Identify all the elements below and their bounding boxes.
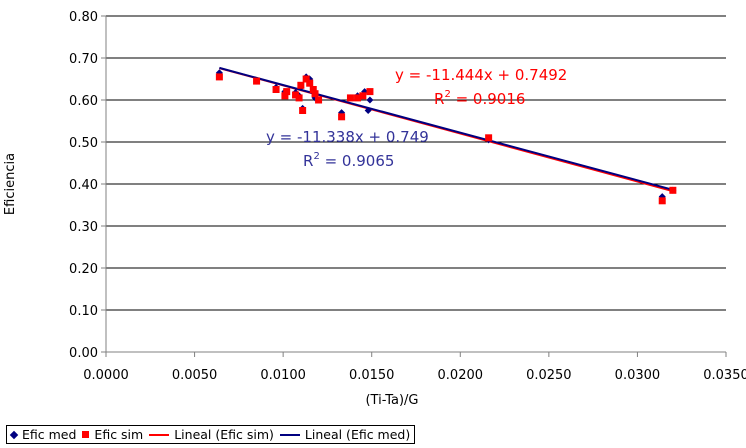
legend-item-lineal-med: Lineal (Efic med) <box>279 427 411 442</box>
y-tick-label: 0.10 <box>69 304 98 319</box>
point-efic-sim <box>281 92 289 100</box>
x-tick-label: 0.0250 <box>526 368 572 383</box>
legend-label: Lineal (Efic med) <box>304 427 411 442</box>
square-marker-icon <box>82 431 90 438</box>
legend-item-lineal-sim: Lineal (Efic sim) <box>149 427 274 442</box>
point-efic-sim <box>485 134 493 142</box>
x-tick-label: 0.0150 <box>349 368 395 383</box>
y-tick-label: 0.80 <box>69 10 98 25</box>
point-efic-sim <box>315 96 323 104</box>
point-efic-sim <box>215 73 223 81</box>
point-efic-med <box>364 107 372 114</box>
point-efic-med <box>366 96 374 104</box>
trendline-med-r2: R2 = 0.9065 <box>303 151 394 170</box>
data-points <box>215 69 677 205</box>
x-tick-label: 0.0000 <box>83 368 129 383</box>
point-efic-sim <box>309 86 317 93</box>
y-tick-labels: 0.00 0.10 0.20 0.30 0.40 0.50 0.60 0.70 0.80 <box>69 10 106 361</box>
y-tick-label: 0.30 <box>69 220 98 235</box>
y-tick-label: 0.70 <box>69 52 98 67</box>
y-tick-label: 0.20 <box>69 262 98 277</box>
point-efic-sim <box>306 79 314 87</box>
point-efic-sim <box>366 88 374 96</box>
legend-label: Efic sim <box>94 427 144 442</box>
x-axis-title: (Ti-Ta)/G <box>365 393 418 408</box>
legend-item-efic-med: Efic med <box>9 427 77 442</box>
trendline-med-equation: y = -11.338x + 0.749 <box>266 128 429 146</box>
trendline-3 <box>219 66 674 191</box>
x-tick-label: 0.0300 <box>615 368 661 383</box>
point-efic-sim <box>302 75 310 83</box>
diamond-marker-icon <box>9 430 19 439</box>
trendlines <box>219 66 674 193</box>
point-efic-sim <box>299 107 307 114</box>
x-tick-label: 0.0200 <box>438 368 484 383</box>
y-tick-label: 0.50 <box>69 136 98 151</box>
point-efic-sim <box>272 86 280 93</box>
trendline-sim-r2: R2 = 0.9016 <box>434 89 525 108</box>
x-tick-label: 0.0050 <box>172 368 218 383</box>
legend: Efic med Efic sim Lineal (Efic sim) Line… <box>6 425 416 444</box>
point-efic-sim <box>311 90 319 98</box>
gridlines <box>106 15 726 311</box>
legend-item-efic-sim: Efic sim <box>82 427 143 442</box>
y-tick-label: 0.40 <box>69 178 98 193</box>
point-efic-sim <box>658 197 666 205</box>
point-efic-sim <box>669 186 677 194</box>
point-efic-sim <box>295 94 303 102</box>
point-efic-sim <box>292 91 300 99</box>
legend-label: Lineal (Efic sim) <box>174 427 274 442</box>
point-efic-sim <box>359 92 367 100</box>
y-tick-label: 0.60 <box>69 94 98 109</box>
point-efic-sim <box>283 88 291 96</box>
point-efic-sim <box>338 113 346 121</box>
y-axis-title: Eficiencia <box>3 153 18 215</box>
point-efic-sim <box>253 77 261 85</box>
x-tick-labels: 0.0000 0.0050 0.0100 0.0150 0.0200 0.0250 0.03… <box>83 352 746 383</box>
point-efic-sim <box>346 94 354 102</box>
x-tick-label: 0.0350 <box>703 368 746 383</box>
line-marker-icon <box>279 433 300 436</box>
y-tick-label: 0.00 <box>69 346 98 361</box>
trendline-sim-equation: y = -11.444x + 0.7492 <box>395 66 567 84</box>
line-marker-icon <box>149 433 170 436</box>
x-tick-label: 0.0100 <box>260 368 306 383</box>
point-efic-sim <box>297 81 305 89</box>
point-efic-sim <box>354 94 362 102</box>
legend-label: Efic med <box>22 427 77 442</box>
